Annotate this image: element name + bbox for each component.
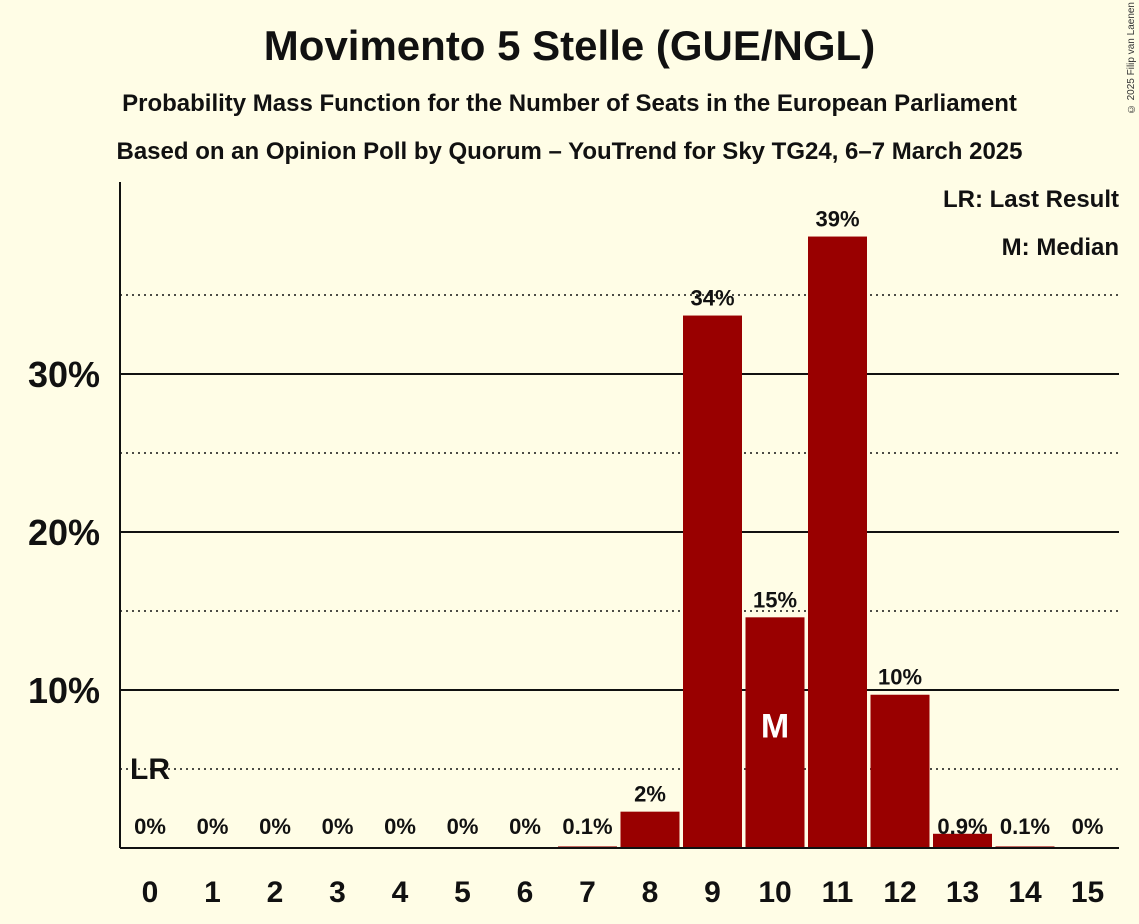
- legend-median: M: Median: [1001, 234, 1119, 261]
- median-marker: M: [761, 707, 789, 745]
- x-tick-label: 10: [758, 876, 791, 909]
- x-tick-label: 3: [329, 876, 346, 909]
- bar: [620, 811, 680, 848]
- y-tick-label: 20%: [28, 512, 100, 553]
- x-tick-label: 6: [517, 876, 534, 909]
- bar-value-label: 0.1%: [562, 814, 612, 839]
- bar-value-label: 0%: [197, 814, 229, 839]
- bar-value-label: 2%: [634, 782, 666, 807]
- x-tick-label: 8: [642, 876, 659, 909]
- last-result-marker: LR: [130, 753, 170, 786]
- x-tick-label: 7: [579, 876, 596, 909]
- bar-value-label: 0%: [1072, 814, 1104, 839]
- x-tick-label: 1: [204, 876, 221, 909]
- bar: [808, 236, 867, 849]
- x-tick-label: 15: [1071, 876, 1104, 909]
- x-tick-label: 14: [1008, 876, 1042, 909]
- x-tick-label: 2: [267, 876, 284, 909]
- y-tick-label: 10%: [28, 670, 100, 711]
- bar-value-label: 0.9%: [937, 814, 987, 839]
- chart-title: Movimento 5 Stelle (GUE/NGL): [263, 22, 876, 69]
- x-tick-label: 12: [883, 876, 916, 909]
- bar-value-label: 0%: [259, 814, 291, 839]
- x-tick-label: 11: [822, 876, 854, 909]
- chart-subtitle: Probability Mass Function for the Number…: [122, 90, 1017, 117]
- legend-last-result: LR: Last Result: [942, 186, 1119, 213]
- bar-value-label: 0%: [384, 814, 416, 839]
- chart-source: Based on an Opinion Poll by Quorum – You…: [116, 138, 1023, 165]
- bar-value-label: 10%: [878, 665, 922, 690]
- bar: [870, 694, 930, 848]
- bar-value-label: 0%: [447, 814, 479, 839]
- bar: [683, 315, 742, 848]
- bar-value-label: 0.1%: [1000, 814, 1050, 839]
- y-tick-label: 30%: [28, 354, 100, 395]
- bar-value-label: 0%: [509, 814, 541, 839]
- bar-value-label: 0%: [322, 814, 354, 839]
- bar: [745, 617, 805, 848]
- x-tick-label: 13: [946, 876, 979, 909]
- bar-value-label: 0%: [134, 814, 166, 839]
- bar: [933, 833, 992, 848]
- x-tick-label: 9: [704, 876, 721, 909]
- x-tick-label: 5: [454, 876, 471, 909]
- x-tick-label: 0: [142, 876, 159, 909]
- bar-value-label: 15%: [753, 587, 797, 612]
- x-tick-label: 4: [392, 876, 409, 909]
- bar-value-label: 39%: [815, 207, 859, 232]
- bar-value-label: 34%: [690, 286, 734, 311]
